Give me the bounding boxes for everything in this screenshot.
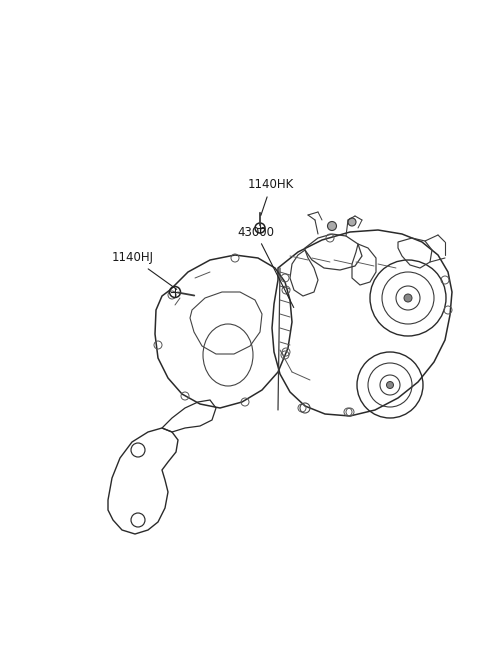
- Circle shape: [386, 381, 394, 388]
- Text: 43000: 43000: [237, 225, 294, 307]
- Text: 1140HJ: 1140HJ: [112, 252, 177, 290]
- Text: 1140HK: 1140HK: [248, 179, 294, 215]
- Circle shape: [327, 221, 336, 231]
- Circle shape: [348, 218, 356, 226]
- Circle shape: [404, 294, 412, 302]
